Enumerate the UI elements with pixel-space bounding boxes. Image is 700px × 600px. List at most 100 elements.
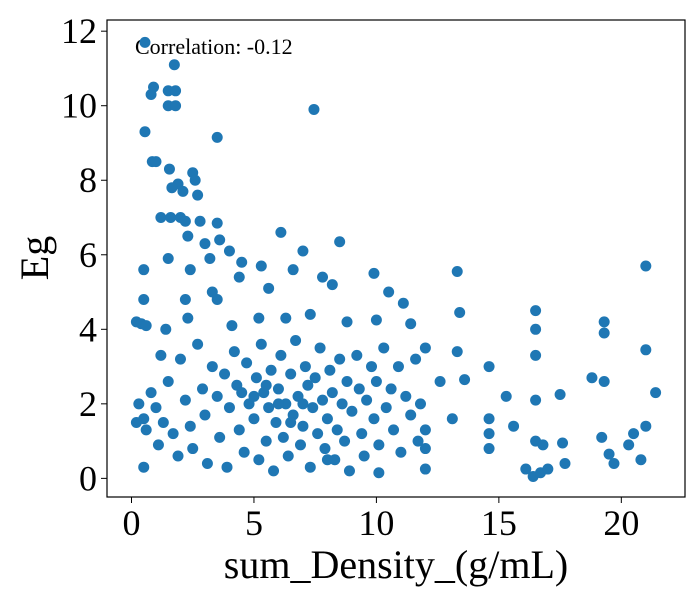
point [334,236,346,248]
point [179,293,191,305]
point [179,394,191,406]
y-tick-label: 6 [79,235,97,275]
point [155,212,167,224]
point [434,375,446,387]
point [214,234,226,246]
point [640,344,652,356]
point [199,238,211,250]
point [334,353,346,365]
point [275,226,287,238]
point [297,245,309,257]
point [268,465,280,477]
point [346,405,358,417]
y-tick-label: 12 [61,11,97,51]
point [339,435,351,447]
point [343,465,355,477]
point [366,361,378,373]
point [598,327,610,339]
point [530,394,542,406]
point [263,402,275,414]
y-tick-label: 0 [79,458,97,498]
point [138,293,150,305]
point [370,375,382,387]
point [194,215,206,227]
point [459,374,471,386]
point [150,402,162,414]
y-tick-label: 2 [79,384,97,424]
point [321,413,333,425]
point [265,364,277,376]
point [228,346,240,358]
point [356,428,368,440]
point [187,443,199,455]
point [166,182,178,194]
point [139,126,151,138]
point [255,260,267,272]
point [192,338,204,350]
point [395,446,407,458]
point [331,424,343,436]
point [145,89,157,101]
point [280,312,292,324]
point [598,316,610,328]
point [414,398,426,410]
point [177,185,189,197]
point [530,323,542,335]
point [537,439,549,451]
point [388,424,400,436]
plot-frame [106,19,686,498]
point [520,463,532,475]
point [341,316,353,328]
point [368,267,380,279]
point [170,85,182,97]
y-tick-label: 10 [61,86,97,126]
point [297,420,309,432]
point [446,413,458,425]
point [162,375,174,387]
point [272,383,284,395]
point [530,349,542,361]
point [260,379,272,391]
point [290,334,302,346]
point [542,463,554,475]
point [236,256,248,268]
point [336,398,348,410]
x-tick-label: 20 [603,503,639,543]
point [586,372,598,384]
point [223,245,235,257]
point [192,189,204,201]
point [152,439,164,451]
point [233,271,245,283]
point [189,174,201,186]
point [309,372,321,384]
point [219,368,231,380]
point [211,131,223,143]
point [373,467,385,479]
x-tick-label: 0 [122,503,140,543]
point [410,353,422,365]
x-tick-label: 5 [245,503,263,543]
point [250,372,262,384]
point [287,264,299,276]
point [184,264,196,276]
x-axis-title: sum_Density_(g/mL) [224,542,568,587]
point [168,59,180,71]
point [373,439,385,451]
point [130,416,142,428]
point [299,361,311,373]
point [650,387,662,399]
point [370,314,382,326]
point [272,398,284,410]
point [392,361,404,373]
point [397,297,409,309]
point [294,439,306,451]
point [241,357,253,369]
point [358,450,370,462]
point [608,457,620,469]
point [596,431,608,443]
point [635,454,647,466]
point [162,253,174,264]
point [483,413,495,425]
